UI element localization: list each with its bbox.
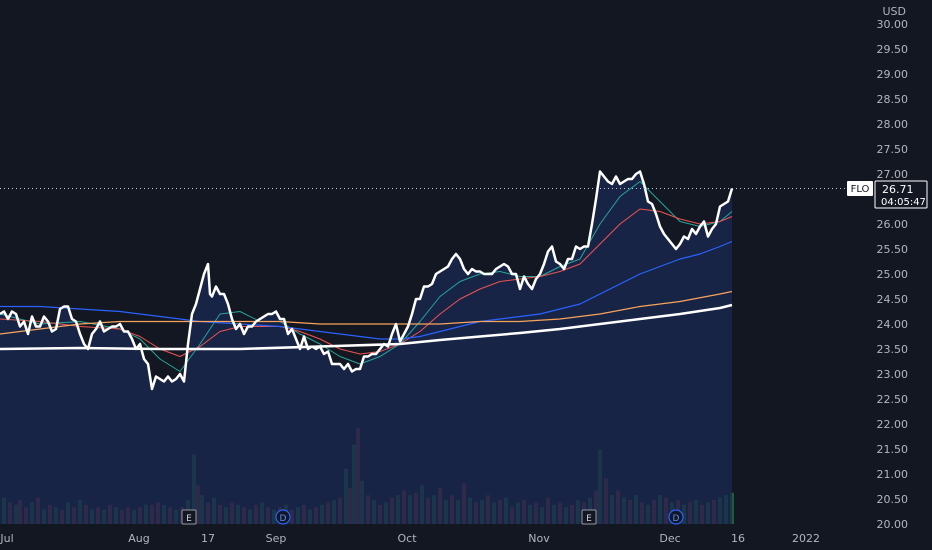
countdown-timer: 04:05:47 [881,197,926,208]
dividend-marker[interactable]: D [275,509,291,525]
earnings-marker[interactable]: E [581,509,597,525]
price-area-fill [0,171,732,524]
y-tick-label: 25.50 [877,243,909,256]
y-tick-label: 20.50 [877,493,909,506]
earnings-marker[interactable]: E [181,509,197,525]
y-tick-label: 29.50 [877,43,909,56]
event-marker-label: D [673,514,680,524]
y-tick-label: 23.50 [877,343,909,356]
last-price-tag[interactable]: 26.71 04:05:47 [874,180,928,209]
x-tick-label: 16 [731,532,745,545]
time-axis[interactable]: Jul Aug 17 Sep Oct Nov Dec 16 2022 [0,532,820,545]
y-tick-label: 27.00 [877,168,909,181]
x-tick-label: Aug [128,532,149,545]
y-tick-label: 28.00 [877,118,909,131]
y-tick-label: 28.50 [877,93,909,106]
symbol-label: FLO [851,184,870,195]
event-marker-label: D [280,514,287,524]
currency-label: USD [882,5,906,18]
y-tick-label: 23.00 [877,368,909,381]
x-tick-label: 17 [201,532,215,545]
x-tick-label: 2022 [792,532,820,545]
x-tick-label: Nov [528,532,550,545]
y-tick-label: 20.00 [877,518,909,531]
x-tick-label: Sep [266,532,287,545]
x-tick-label: Jul [0,532,14,545]
price-line [0,170,734,391]
moving-average-line-ma-long [0,290,733,335]
event-marker-label: E [186,514,192,524]
y-tick-label: 22.50 [877,393,909,406]
price-axis[interactable]: 20.00 20.50 21.00 21.50 22.00 22.50 23.00 23.50… [877,18,909,531]
x-tick-label: Dec [659,532,680,545]
y-tick-label: 26.00 [877,218,909,231]
y-tick-label: 29.00 [877,68,909,81]
y-tick-label: 30.00 [877,18,909,31]
y-tick-label: 27.50 [877,143,909,156]
x-tick-label: Oct [397,532,417,545]
symbol-tag[interactable]: FLO [847,181,873,196]
moving-averages [0,181,733,372]
moving-average-line-ma-slow [0,240,733,340]
last-price-value: 26.71 [882,183,914,196]
y-tick-label: 21.50 [877,443,909,456]
dividend-marker[interactable]: D [668,509,684,525]
y-tick-label: 22.00 [877,418,909,431]
y-tick-label: 24.00 [877,318,909,331]
y-tick-label: 24.50 [877,293,909,306]
event-marker-label: E [586,514,592,524]
y-tick-label: 25.00 [877,268,909,281]
y-tick-label: 21.00 [877,468,909,481]
